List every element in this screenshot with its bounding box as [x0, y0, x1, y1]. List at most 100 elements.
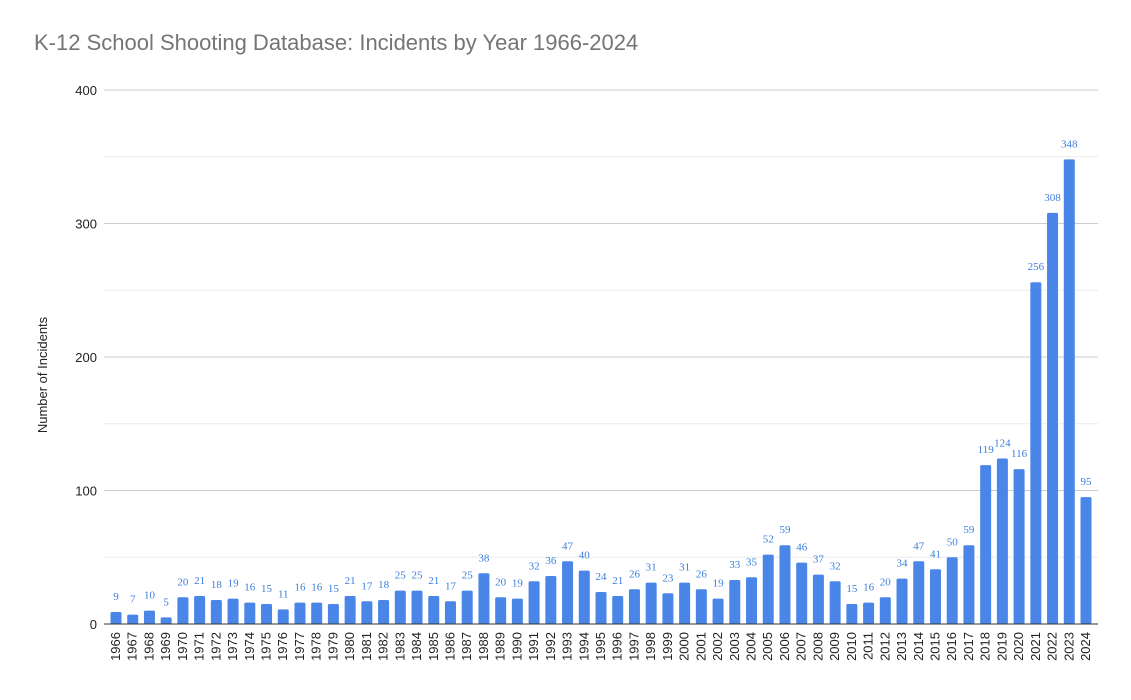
- x-tick-label: 2002: [710, 632, 725, 661]
- x-tick-label: 2004: [744, 632, 759, 661]
- x-tick-label: 1998: [643, 632, 658, 661]
- data-label: 9: [113, 591, 119, 603]
- chart-title: K-12 School Shooting Database: Incidents…: [34, 30, 639, 55]
- bar: [344, 595, 356, 624]
- x-tick-label: 2018: [978, 632, 993, 661]
- x-tick-label: 1984: [409, 632, 424, 661]
- bar: [428, 595, 440, 624]
- data-label: 7: [130, 594, 136, 606]
- bar: [444, 601, 456, 624]
- x-tick-label: 2024: [1078, 632, 1093, 661]
- bar: [562, 561, 574, 624]
- y-tick-label: 100: [75, 484, 97, 499]
- bar: [1080, 497, 1092, 624]
- x-tick-label: 1978: [309, 632, 324, 661]
- bar: [261, 603, 273, 624]
- data-label: 21: [345, 575, 356, 587]
- bar: [528, 581, 540, 624]
- y-axis-ticks: 0 100 200 300 400: [75, 83, 97, 632]
- x-tick-label: 1999: [660, 632, 675, 661]
- data-label: 16: [863, 582, 875, 594]
- data-label: 40: [579, 550, 591, 562]
- x-tick-label: 1987: [459, 632, 474, 661]
- x-tick-label: 2008: [810, 632, 825, 661]
- x-tick-label: 1980: [342, 632, 357, 661]
- x-tick-label: 1994: [576, 632, 591, 661]
- data-label: 25: [412, 570, 424, 582]
- x-tick-label: 1970: [175, 632, 190, 661]
- bar: [645, 582, 657, 624]
- x-tick-label: 1975: [259, 632, 274, 661]
- y-tick-label: 200: [75, 350, 97, 365]
- bar: [796, 562, 808, 624]
- x-tick-label: 1989: [493, 632, 508, 661]
- x-tick-label: 1974: [242, 632, 257, 661]
- data-label: 59: [963, 524, 975, 536]
- bar: [612, 595, 624, 624]
- data-label: 15: [261, 583, 273, 595]
- bar: [996, 458, 1008, 624]
- x-tick-label: 1977: [292, 632, 307, 661]
- data-label: 124: [994, 437, 1011, 449]
- data-label: 21: [612, 575, 623, 587]
- bar: [327, 603, 339, 624]
- data-label: 17: [445, 580, 457, 592]
- data-label: 18: [211, 579, 223, 591]
- data-label: 95: [1081, 476, 1093, 488]
- x-axis-ticks: 1966 1967 1968 1969 1970 1971 1972 1973 1974 1975…: [108, 632, 1093, 661]
- bar: [980, 465, 992, 624]
- data-label: 15: [328, 583, 340, 595]
- bar: [545, 575, 557, 624]
- x-tick-label: 1968: [141, 632, 156, 661]
- bar: [244, 602, 256, 624]
- bars: [110, 159, 1092, 625]
- data-label: 31: [679, 562, 690, 574]
- x-tick-label: 2009: [827, 632, 842, 661]
- x-tick-label: 1969: [158, 632, 173, 661]
- x-tick-label: 1982: [376, 632, 391, 661]
- data-label: 17: [361, 580, 373, 592]
- x-tick-label: 1981: [359, 632, 374, 661]
- data-label: 16: [294, 582, 306, 594]
- gridlines: [104, 89, 1098, 558]
- x-tick-label: 2012: [877, 632, 892, 661]
- y-tick-label: 300: [75, 217, 97, 232]
- data-label: 256: [1028, 261, 1045, 273]
- bar: [829, 581, 841, 624]
- bar: [963, 545, 975, 624]
- bar: [628, 589, 640, 624]
- bar: [1013, 469, 1025, 624]
- bar: [227, 598, 239, 624]
- data-label: 18: [378, 579, 390, 591]
- data-label: 34: [897, 558, 909, 570]
- bar: [812, 574, 824, 624]
- x-tick-label: 1997: [626, 632, 641, 661]
- x-tick-label: 2007: [794, 632, 809, 661]
- data-label: 26: [629, 568, 641, 580]
- data-label: 20: [880, 576, 892, 588]
- bar: [210, 599, 222, 624]
- x-tick-label: 2023: [1061, 632, 1076, 661]
- x-tick-label: 2019: [994, 632, 1009, 661]
- bar: [110, 611, 122, 624]
- bar: [1030, 282, 1042, 624]
- y-tick-label: 0: [90, 617, 97, 632]
- data-label: 15: [846, 583, 858, 595]
- data-label: 46: [796, 542, 808, 554]
- x-tick-label: 1992: [543, 632, 558, 661]
- bar: [879, 597, 891, 624]
- data-label: 11: [278, 588, 289, 600]
- y-axis-label: Number of Incidents: [35, 316, 50, 433]
- x-tick-label: 1995: [593, 632, 608, 661]
- bar: [929, 569, 941, 624]
- bar: [511, 598, 523, 624]
- y-tick-label: 400: [75, 83, 97, 98]
- x-tick-label: 2014: [911, 632, 926, 661]
- bar: [946, 557, 958, 624]
- bar: [495, 597, 507, 624]
- data-label: 47: [913, 540, 925, 552]
- bar: [361, 601, 373, 624]
- x-tick-label: 2016: [944, 632, 959, 661]
- x-tick-label: 2015: [927, 632, 942, 661]
